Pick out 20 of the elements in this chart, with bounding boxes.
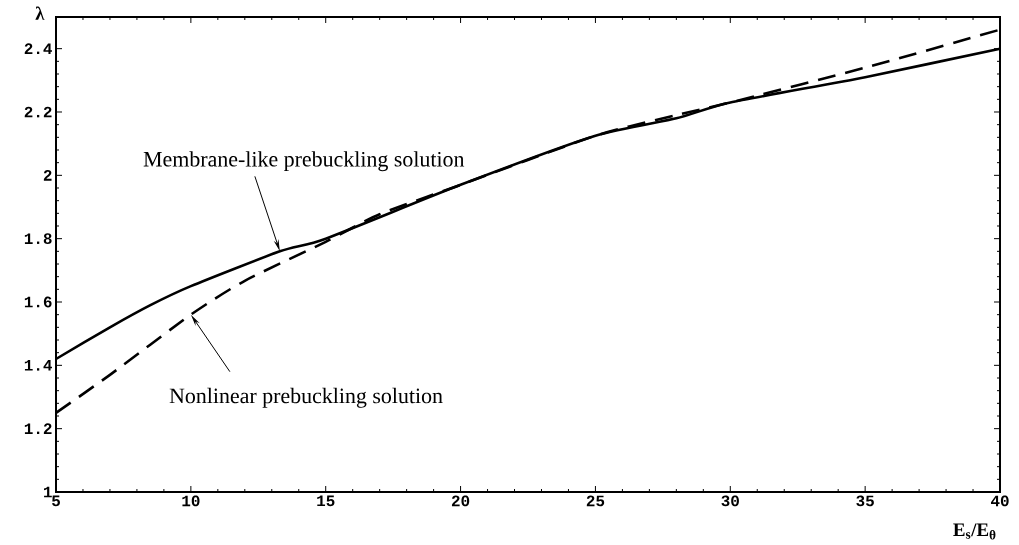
x-tick-label: 25 bbox=[586, 495, 605, 507]
x-tick-label: 35 bbox=[856, 495, 874, 507]
y-tick-label: 1.6 bbox=[24, 296, 52, 308]
x-axis-title: E$_{s}$/E$_{θ}$ bbox=[953, 523, 996, 540]
y-tick-label: 2.4 bbox=[24, 43, 52, 54]
x-tick-label: 40 bbox=[990, 495, 1009, 507]
x-tick-label: 30 bbox=[721, 495, 739, 507]
y-tick-label: 1.2 bbox=[24, 423, 52, 434]
y-tick-label: 1.8 bbox=[24, 233, 52, 245]
y-axis-title: λ bbox=[35, 6, 45, 20]
x-tick-label: 10 bbox=[182, 495, 200, 507]
y-tick-label: 1 bbox=[43, 486, 52, 498]
y-tick-label: 2 bbox=[43, 170, 52, 181]
y-tick-label: 1.4 bbox=[24, 360, 52, 371]
annotation: Nonlinear prebuckling solution bbox=[169, 387, 443, 408]
x-tick-label: 15 bbox=[317, 495, 335, 507]
x-tick-label: 20 bbox=[451, 495, 470, 507]
y-tick-label: 2.2 bbox=[24, 106, 52, 118]
x-tick-label: 5 bbox=[52, 495, 60, 507]
annotation: Membrane-like prebuckling solution bbox=[143, 151, 465, 172]
